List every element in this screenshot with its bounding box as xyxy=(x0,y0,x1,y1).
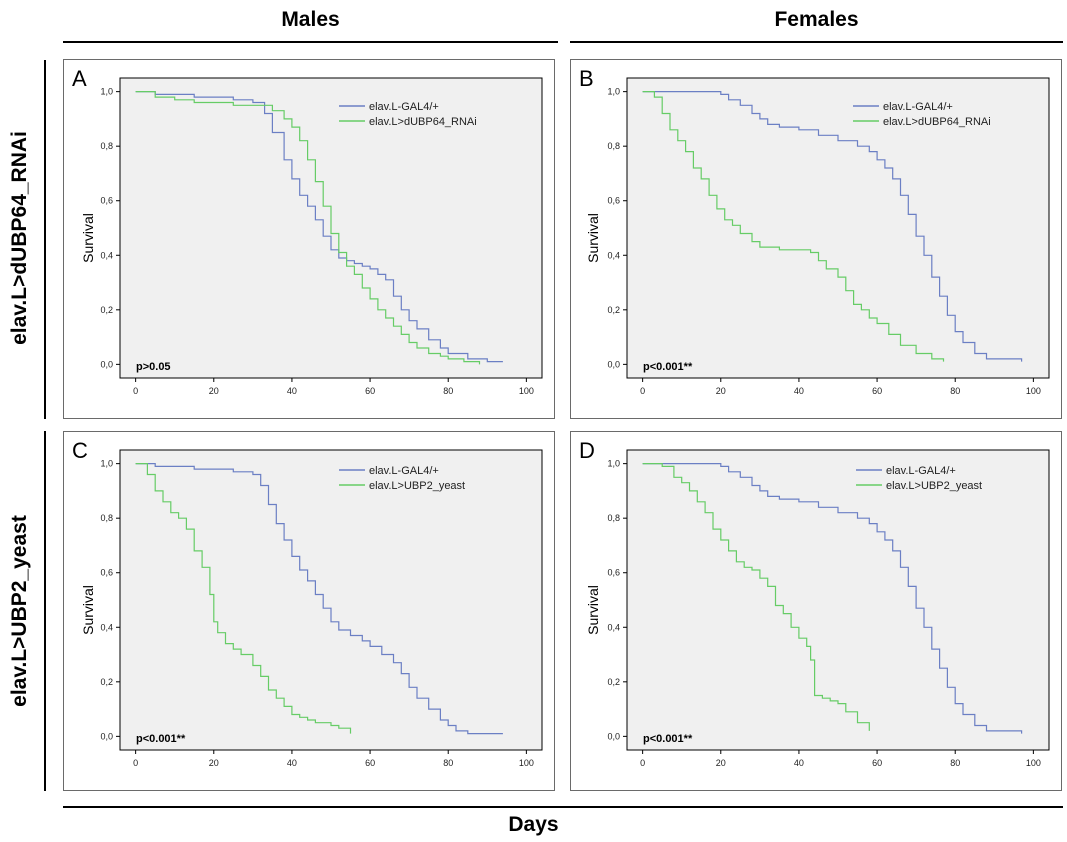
panel-b: 0,0 0,2 0,4 0,6 0,8 1,0 0 20 40 60 80 100 elav.L-GAL… xyxy=(570,59,1062,419)
column-header-males: Males xyxy=(281,8,340,31)
series-line-control xyxy=(642,91,1023,362)
y-tick-label: 1,0 xyxy=(607,459,620,469)
row-header-dubp64-rnai: elav.L>dUBP64_RNAi xyxy=(8,131,31,345)
y-tick-label: 1,0 xyxy=(100,87,113,97)
y-tick-label: 0,4 xyxy=(607,250,620,260)
legend-entry: elav.L-GAL4/+ xyxy=(886,465,956,477)
x-tick-label: 0 xyxy=(640,758,645,768)
y-tick-label: 0,4 xyxy=(100,250,113,260)
row-divider-dubp64-rnai xyxy=(44,60,46,419)
x-tick-label: 20 xyxy=(209,386,219,396)
chart-d: 0,0 0,2 0,4 0,6 0,8 1,0 0 20 40 60 80 100 elav.L-GAL… xyxy=(607,449,1050,768)
x-tick-label: 80 xyxy=(950,386,960,396)
y-tick-label: 0,8 xyxy=(607,141,620,151)
y-tick-label: 0,6 xyxy=(607,196,620,206)
x-tick-label: 40 xyxy=(287,758,297,768)
series-line-treatment xyxy=(642,91,945,362)
x-tick-label: 0 xyxy=(640,386,645,396)
x-tick-label: 60 xyxy=(872,758,882,768)
legend-entry: elav.L>dUBP64_RNAi xyxy=(883,116,991,128)
series-line-treatment xyxy=(135,463,352,734)
y-tick-label: 0,8 xyxy=(607,513,620,523)
y-tick-label: 0,0 xyxy=(100,359,113,369)
p-value-label: p<0.001** xyxy=(643,361,693,373)
y-tick-label: 0,6 xyxy=(100,196,113,206)
p-value-label: p<0.001** xyxy=(643,733,693,745)
legend-entry: elav.L>dUBP64_RNAi xyxy=(369,116,477,128)
y-tick-label: 0,2 xyxy=(100,677,113,687)
series-line-control xyxy=(135,463,503,735)
x-tick-label: 40 xyxy=(794,386,804,396)
x-tick-label: 20 xyxy=(716,386,726,396)
series-line-control xyxy=(135,91,503,363)
y-tick-label: 0,2 xyxy=(607,677,620,687)
legend-entry: elav.L>UBP2_yeast xyxy=(369,480,465,492)
x-axis-divider xyxy=(63,806,1063,808)
x-tick-label: 20 xyxy=(209,758,219,768)
x-axis-label-days: Days xyxy=(508,813,559,836)
plot-area xyxy=(626,77,1050,379)
panel-letter-c: C xyxy=(72,438,88,463)
y-axis-label-a: Survival xyxy=(80,213,96,263)
y-tick-label: 1,0 xyxy=(607,87,620,97)
y-axis-label-b: Survival xyxy=(585,213,601,263)
x-tick-label: 40 xyxy=(287,386,297,396)
series-line-treatment xyxy=(135,91,481,365)
y-tick-label: 0,2 xyxy=(607,305,620,315)
y-axis-label-d: Survival xyxy=(585,585,601,635)
y-tick-label: 0,6 xyxy=(100,568,113,578)
column-divider-females xyxy=(570,41,1063,43)
legend-entry: elav.L-GAL4/+ xyxy=(369,101,439,113)
y-tick-label: 0,4 xyxy=(607,622,620,632)
y-tick-label: 0,0 xyxy=(100,731,113,741)
y-axis-label-c: Survival xyxy=(80,585,96,635)
x-tick-label: 80 xyxy=(950,758,960,768)
x-tick-label: 60 xyxy=(365,386,375,396)
x-tick-label: 100 xyxy=(1026,386,1041,396)
column-header-females: Females xyxy=(774,8,859,31)
x-tick-label: 100 xyxy=(519,386,534,396)
x-tick-label: 0 xyxy=(133,386,138,396)
x-tick-label: 20 xyxy=(716,758,726,768)
panel-d: 0,0 0,2 0,4 0,6 0,8 1,0 0 20 40 60 80 100 elav.L-GAL… xyxy=(570,431,1062,791)
column-divider-males xyxy=(63,41,558,43)
series-line-control xyxy=(642,463,1023,734)
y-tick-label: 0,4 xyxy=(100,622,113,632)
y-tick-label: 0,0 xyxy=(607,359,620,369)
panel-a: 0,0 0,2 0,4 0,6 0,8 1,0 0 20 40 60 80 100 elav.L-GAL… xyxy=(63,59,555,419)
plot-area xyxy=(626,449,1050,751)
y-tick-label: 0,0 xyxy=(607,731,620,741)
x-tick-label: 100 xyxy=(519,758,534,768)
x-tick-label: 100 xyxy=(1026,758,1041,768)
y-tick-label: 0,8 xyxy=(100,141,113,151)
x-tick-label: 60 xyxy=(872,386,882,396)
series-line-treatment xyxy=(642,463,870,731)
legend-entry: elav.L-GAL4/+ xyxy=(883,101,953,113)
p-value-label: p<0.001** xyxy=(136,733,186,745)
row-header-ubp2-yeast: elav.L>UBP2_yeast xyxy=(8,515,31,707)
chart-b: 0,0 0,2 0,4 0,6 0,8 1,0 0 20 40 60 80 100 elav.L-GAL… xyxy=(607,77,1050,396)
x-tick-label: 40 xyxy=(794,758,804,768)
panel-letter-b: B xyxy=(579,66,594,91)
panel-c: 0,0 0,2 0,4 0,6 0,8 1,0 0 20 40 60 80 100 elav.L-GAL… xyxy=(63,431,555,791)
plot-area xyxy=(119,449,543,751)
panel-letter-a: A xyxy=(72,66,87,91)
x-tick-label: 80 xyxy=(443,386,453,396)
chart-c: 0,0 0,2 0,4 0,6 0,8 1,0 0 20 40 60 80 100 elav.L-GAL… xyxy=(100,449,543,768)
legend-entry: elav.L-GAL4/+ xyxy=(369,465,439,477)
p-value-label: p>0.05 xyxy=(136,361,171,373)
legend-entry: elav.L>UBP2_yeast xyxy=(886,480,982,492)
x-tick-label: 80 xyxy=(443,758,453,768)
y-tick-label: 1,0 xyxy=(100,459,113,469)
y-tick-label: 0,6 xyxy=(607,568,620,578)
y-tick-label: 0,8 xyxy=(100,513,113,523)
row-divider-ubp2-yeast xyxy=(44,431,46,791)
panel-letter-d: D xyxy=(579,438,595,463)
x-tick-label: 0 xyxy=(133,758,138,768)
chart-a: 0,0 0,2 0,4 0,6 0,8 1,0 0 20 40 60 80 100 elav.L-GAL… xyxy=(100,77,543,396)
x-tick-label: 60 xyxy=(365,758,375,768)
y-tick-label: 0,2 xyxy=(100,305,113,315)
